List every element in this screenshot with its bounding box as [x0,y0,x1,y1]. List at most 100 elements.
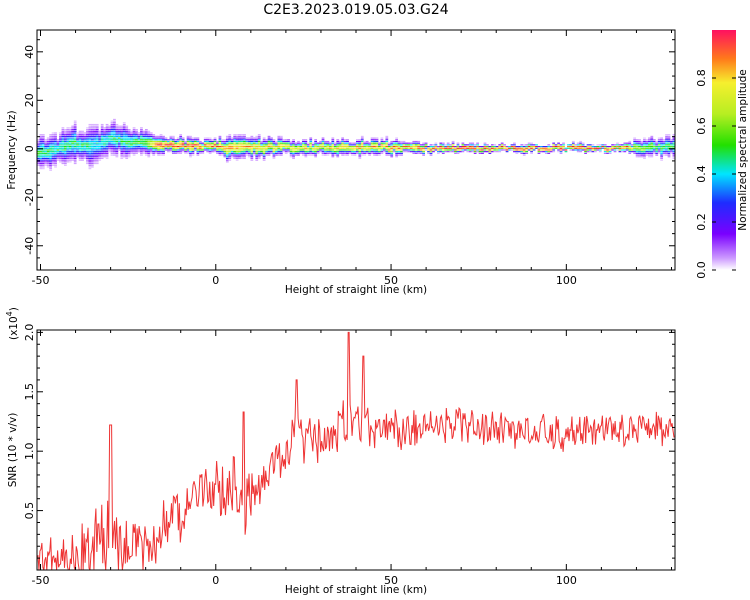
heatmap-cell [174,152,178,154]
heatmap-cell [144,140,148,143]
heatmap-cell [552,151,556,153]
heatmap-cell [147,134,151,136]
heatmap-cell [594,151,597,153]
heatmap-cell [113,154,116,156]
heatmap-cell [397,149,401,151]
heatmap-cell [176,147,180,149]
heatmap-cell [51,146,55,148]
heatmap-cell [223,154,227,156]
heatmap-cell [117,149,121,151]
heatmap-cell [481,149,484,151]
heatmap-cell [625,144,629,146]
heatmap-cell [252,140,256,143]
heatmap-cell [208,137,212,139]
heatmap-cell [319,144,322,146]
heatmap-cell [108,151,111,153]
heatmap-cell [483,144,487,146]
heatmap-cell [665,146,668,148]
heatmap-cell [174,151,178,153]
heatmap-cell [54,152,57,154]
heatmap-cell [643,140,646,143]
heatmap-cell [412,147,416,149]
heatmap-cell [287,147,291,149]
heatmap-cell [449,149,452,151]
heatmap-cell [265,146,268,148]
heatmap-cell [660,159,664,161]
heatmap-cell [277,151,281,153]
heatmap-cell [665,137,668,139]
heatmap-cell [375,151,379,153]
x-tick-label: 0 [212,274,219,287]
heatmap-cell [51,152,55,154]
heatmap-cell [122,123,126,126]
heatmap-cell [557,146,560,148]
heatmap-cell [250,139,254,141]
heatmap-cell [49,135,53,137]
heatmap-cell [93,149,97,151]
heatmap-cell [341,142,345,144]
heatmap-cell [73,144,77,146]
heatmap-cell [76,146,80,148]
heatmap-cell [233,134,237,136]
x-tick-label: -50 [32,274,50,287]
heatmap-cell [316,142,320,144]
heatmap-cell [432,151,435,153]
heatmap-cell [461,151,465,153]
heatmap-cell [434,144,438,146]
heatmap-cell [113,152,116,154]
heatmap-cell [44,154,48,156]
heatmap-cell [569,149,573,151]
heatmap-cell [196,154,200,156]
heatmap-cell [164,139,168,141]
heatmap-cell [439,147,443,149]
heatmap-cell [373,147,376,149]
heatmap-cell [108,125,111,127]
heatmap-cell [130,152,133,154]
heatmap-cell [530,146,533,148]
heatmap-cell [103,129,106,131]
heatmap-cell [382,151,386,153]
heatmap-cell [44,159,48,161]
heatmap-cell [37,146,40,148]
heatmap-cell [95,162,99,165]
heatmap-cell [522,149,526,151]
heatmap-cell [243,139,246,141]
heatmap-cell [73,139,77,141]
heatmap-cell [39,151,43,153]
heatmap-cell [336,142,340,144]
heatmap-cell [248,142,251,144]
heatmap-cell [140,149,143,151]
heatmap-cell [125,134,129,136]
heatmap-cell [346,152,349,154]
heatmap-cell [365,144,369,146]
heatmap-cell [93,130,97,132]
heatmap-cell [463,147,467,149]
heatmap-cell [86,162,89,165]
heatmap-cell [326,144,330,146]
heatmap-cell [93,140,97,143]
heatmap-cell [559,146,563,148]
heatmap-cell [257,139,261,141]
heatmap-cell [648,147,651,149]
heatmap-cell [78,146,82,148]
heatmap-cell [360,151,364,153]
heatmap-cell [353,147,357,149]
heatmap-cell [473,152,477,154]
heatmap-cell [395,151,399,153]
heatmap-cell [37,154,40,156]
heatmap-cell [110,123,114,126]
heatmap-cell [176,140,180,143]
heatmap-cell [49,142,53,144]
heatmap-cell [544,149,548,151]
heatmap-cell [459,147,462,149]
heatmap-cell [63,139,67,141]
heatmap-cell [275,154,278,156]
heatmap-cell [203,139,207,141]
heatmap-cell [257,147,261,149]
heatmap-cell [395,137,399,139]
heatmap-cell [230,147,234,149]
heatmap-cell [589,144,592,146]
heatmap-cell [174,139,178,141]
heatmap-cell [277,149,281,151]
heatmap-cell [137,139,141,141]
